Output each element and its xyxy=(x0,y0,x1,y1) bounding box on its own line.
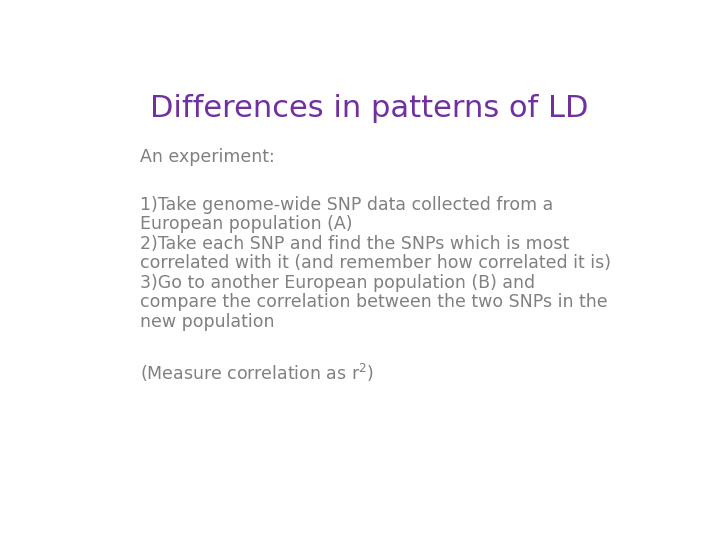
Text: 3)Go to another European population (B) and: 3)Go to another European population (B) … xyxy=(140,274,536,292)
Text: new population: new population xyxy=(140,313,275,331)
Text: 1)Take genome-wide SNP data collected from a: 1)Take genome-wide SNP data collected fr… xyxy=(140,196,554,214)
Text: Differences in patterns of LD: Differences in patterns of LD xyxy=(150,94,588,123)
Text: 2)Take each SNP and find the SNPs which is most: 2)Take each SNP and find the SNPs which … xyxy=(140,235,570,253)
Text: An experiment:: An experiment: xyxy=(140,148,275,166)
Text: European population (A): European population (A) xyxy=(140,215,353,233)
Text: (Measure correlation as r$\mathregular{^2}$): (Measure correlation as r$\mathregular{^… xyxy=(140,362,374,384)
Text: correlated with it (and remember how correlated it is): correlated with it (and remember how cor… xyxy=(140,254,611,272)
Text: compare the correlation between the two SNPs in the: compare the correlation between the two … xyxy=(140,294,608,312)
